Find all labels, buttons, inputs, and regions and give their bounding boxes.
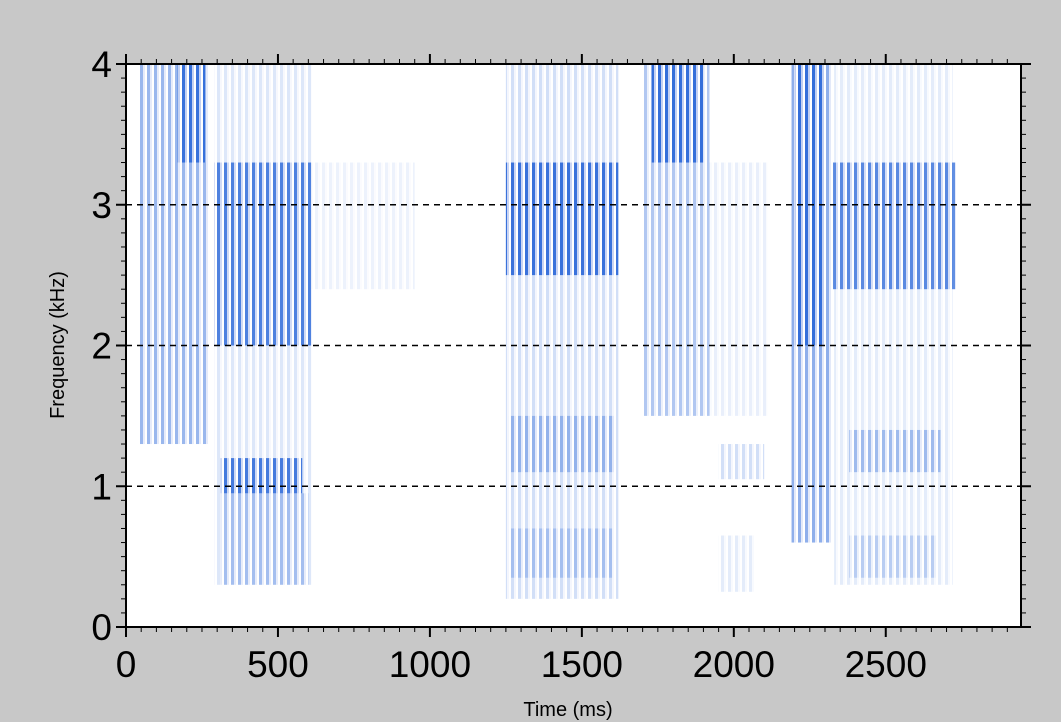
spectral-energy <box>834 64 953 585</box>
spectral-energy <box>214 162 312 346</box>
spectral-energy <box>220 493 309 585</box>
spectral-energy <box>311 162 415 290</box>
spectral-energy <box>505 162 619 276</box>
spectral-energy <box>709 162 768 416</box>
spectral-energy <box>849 429 941 473</box>
y-tick-label: 3 <box>91 185 112 226</box>
x-tick-label: 2500 <box>845 644 927 685</box>
x-tick-label: 500 <box>247 644 309 685</box>
x-tick-label: 2000 <box>693 644 775 685</box>
spectral-energy <box>508 415 616 473</box>
spectral-energy <box>718 535 756 592</box>
spectral-energy <box>508 528 613 578</box>
x-tick-label: 1000 <box>389 644 471 685</box>
y-tick-label: 0 <box>91 607 112 648</box>
spectral-energy <box>505 64 619 599</box>
y-tick-label: 2 <box>91 326 112 367</box>
x-tick-label: 1500 <box>541 644 623 685</box>
spectral-energy <box>177 64 206 163</box>
spectral-energy <box>849 535 938 578</box>
x-tick-label: 0 <box>116 644 137 685</box>
y-tick-label: 1 <box>91 466 112 507</box>
x-axis-label: Time (ms) <box>523 699 612 721</box>
y-axis-label: Frequency (kHz) <box>47 271 69 419</box>
y-tick-label: 4 <box>91 44 112 85</box>
spectral-energy <box>651 64 704 163</box>
spectral-energy <box>718 444 765 480</box>
spectral-energy <box>220 458 303 494</box>
plot-frame <box>125 63 1022 628</box>
